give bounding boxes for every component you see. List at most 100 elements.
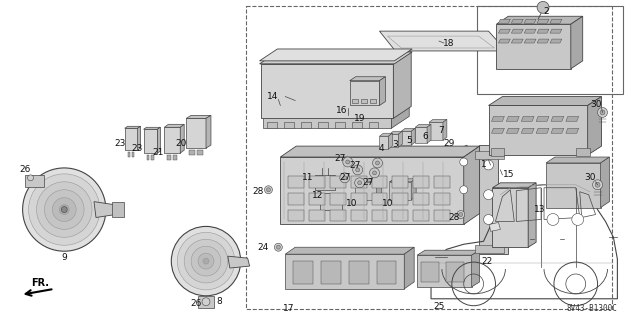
Polygon shape <box>524 29 536 33</box>
Polygon shape <box>401 131 411 145</box>
Polygon shape <box>301 122 311 128</box>
Polygon shape <box>488 106 588 155</box>
Bar <box>434 176 450 188</box>
Circle shape <box>547 213 559 226</box>
Bar <box>372 176 387 188</box>
Polygon shape <box>280 157 464 225</box>
Polygon shape <box>157 127 161 153</box>
Polygon shape <box>355 179 381 182</box>
Polygon shape <box>411 128 415 145</box>
Circle shape <box>372 171 376 175</box>
Polygon shape <box>472 250 479 287</box>
Text: FR.: FR. <box>31 278 49 288</box>
Text: 14: 14 <box>267 92 278 101</box>
Bar <box>288 193 304 204</box>
Bar <box>309 193 325 204</box>
Polygon shape <box>537 39 549 43</box>
Text: 30: 30 <box>590 100 602 109</box>
Bar <box>372 210 387 221</box>
Polygon shape <box>284 122 294 128</box>
Polygon shape <box>388 133 392 149</box>
Polygon shape <box>546 163 600 208</box>
Circle shape <box>598 108 607 117</box>
Polygon shape <box>497 24 571 69</box>
Text: 29: 29 <box>443 139 454 148</box>
Circle shape <box>276 245 280 249</box>
Bar <box>309 176 325 188</box>
Bar <box>147 155 150 160</box>
Bar <box>413 193 429 204</box>
Text: 13: 13 <box>534 205 546 214</box>
Polygon shape <box>315 175 335 190</box>
Polygon shape <box>352 122 362 128</box>
Bar <box>475 151 504 159</box>
Circle shape <box>203 258 209 264</box>
Bar <box>392 193 408 204</box>
Bar <box>413 210 429 221</box>
Polygon shape <box>457 145 470 204</box>
Polygon shape <box>260 52 412 64</box>
Polygon shape <box>566 128 579 133</box>
Text: 22: 22 <box>481 256 492 266</box>
Bar <box>372 193 387 204</box>
Text: 16: 16 <box>336 106 348 115</box>
Bar <box>352 99 358 102</box>
Circle shape <box>355 178 365 188</box>
Polygon shape <box>506 128 519 133</box>
Circle shape <box>372 158 383 168</box>
Text: 23: 23 <box>114 139 125 148</box>
Bar <box>351 210 367 221</box>
Bar <box>152 155 154 160</box>
Text: 11: 11 <box>302 173 314 182</box>
Polygon shape <box>394 52 411 118</box>
Polygon shape <box>551 116 564 121</box>
Bar <box>392 210 408 221</box>
Polygon shape <box>376 261 396 284</box>
Polygon shape <box>380 136 388 149</box>
Polygon shape <box>417 255 472 287</box>
Bar <box>330 210 346 221</box>
Text: 25: 25 <box>433 302 445 311</box>
Polygon shape <box>262 108 392 128</box>
Bar <box>167 155 172 160</box>
Polygon shape <box>380 133 392 136</box>
Text: 27: 27 <box>339 173 351 182</box>
Text: 15: 15 <box>502 170 514 179</box>
Bar <box>351 176 367 188</box>
Circle shape <box>593 180 602 190</box>
Circle shape <box>484 214 493 225</box>
Polygon shape <box>446 262 464 282</box>
Bar <box>361 99 367 102</box>
Polygon shape <box>404 247 414 289</box>
Polygon shape <box>492 128 504 133</box>
Polygon shape <box>138 126 141 150</box>
Bar <box>309 210 325 221</box>
Polygon shape <box>380 77 385 106</box>
Text: 26: 26 <box>19 166 30 174</box>
Circle shape <box>266 188 271 192</box>
Polygon shape <box>320 193 342 210</box>
Bar <box>413 176 429 188</box>
Polygon shape <box>511 39 524 43</box>
Polygon shape <box>524 19 536 23</box>
Polygon shape <box>551 128 564 133</box>
Bar <box>112 202 124 218</box>
Text: 3: 3 <box>392 140 398 149</box>
Polygon shape <box>164 127 180 153</box>
Polygon shape <box>260 52 411 64</box>
Bar <box>173 155 177 160</box>
Polygon shape <box>499 19 510 23</box>
Polygon shape <box>493 183 536 188</box>
Polygon shape <box>186 118 206 148</box>
Polygon shape <box>429 119 447 122</box>
Bar <box>128 152 130 157</box>
Text: 8V43-B1300C: 8V43-B1300C <box>566 304 618 313</box>
Polygon shape <box>389 179 416 182</box>
Circle shape <box>184 239 228 283</box>
Text: 28: 28 <box>253 187 264 196</box>
Circle shape <box>275 243 282 251</box>
Bar <box>330 176 346 188</box>
Polygon shape <box>392 97 409 128</box>
Text: 28: 28 <box>448 213 460 222</box>
Polygon shape <box>506 116 519 121</box>
